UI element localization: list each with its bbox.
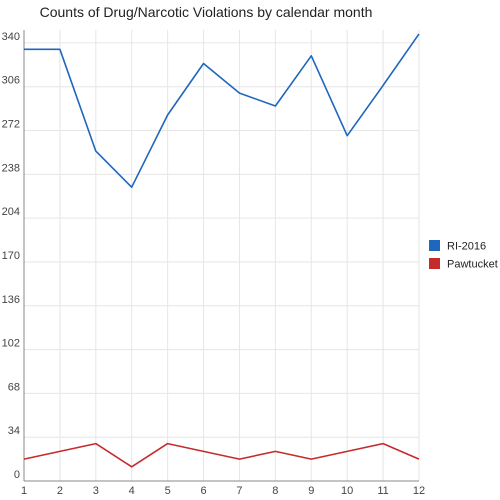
y-tick-label: 34 (8, 425, 20, 437)
legend-swatch (429, 258, 440, 269)
y-tick-label: 68 (8, 381, 20, 393)
y-axis-ticks: 0 34 68 102 136 170 204 238 272 306 340 (2, 31, 20, 481)
x-tick-label: 6 (200, 485, 206, 497)
series-line-2 (23, 442, 420, 468)
x-axis-ticks: 1 2 3 4 5 6 7 8 9 10 11 12 (21, 485, 425, 497)
x-tick-label: 5 (165, 485, 171, 497)
x-tick-label: 12 (413, 485, 425, 497)
x-tick-label: 10 (341, 485, 353, 497)
y-tick-label: 0 (14, 469, 20, 481)
y-tick-label: 340 (2, 31, 20, 43)
y-tick-label: 204 (2, 206, 20, 218)
x-tick-label: 2 (57, 485, 63, 497)
x-tick-label: 9 (308, 485, 314, 497)
chart-title: Counts of Drug/Narcotic Violations by ca… (40, 4, 373, 20)
x-tick-label: 11 (377, 485, 388, 497)
legend-label: RI-2016 (447, 241, 486, 253)
y-tick-label: 238 (2, 162, 20, 174)
legend: RI-2016 Pawtucket (429, 240, 498, 271)
x-tick-label: 1 (21, 485, 27, 497)
gridlines (24, 30, 420, 481)
series-line-1 (24, 33, 420, 188)
y-tick-label: 136 (2, 294, 20, 306)
x-tick-label: 4 (129, 485, 135, 497)
x-tick-label: 3 (93, 485, 99, 497)
y-tick-label: 170 (2, 250, 20, 262)
x-tick-label: 7 (236, 485, 242, 497)
legend-label: Pawtucket (447, 259, 498, 271)
series-lines (23, 33, 420, 468)
y-tick-label: 102 (2, 338, 20, 350)
x-tick-label: 8 (272, 485, 278, 497)
legend-swatch (429, 240, 440, 251)
y-tick-label: 272 (2, 119, 20, 131)
y-tick-label: 306 (2, 75, 20, 87)
